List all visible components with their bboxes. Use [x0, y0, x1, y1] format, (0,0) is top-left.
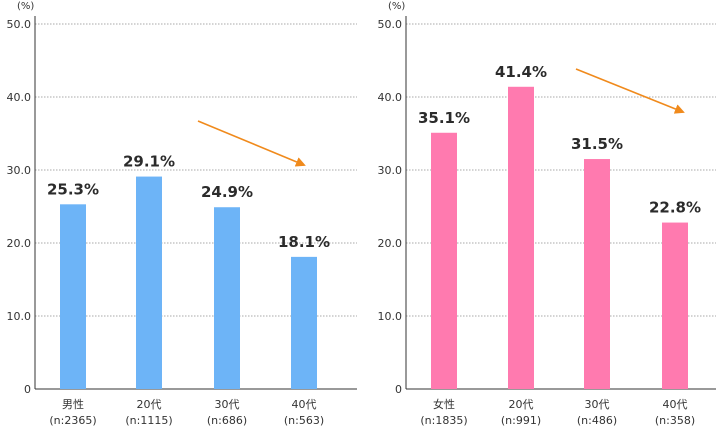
y-tick-label: 30.0	[7, 164, 32, 177]
sample-size-label: (n:1115)	[125, 414, 172, 427]
x-tick-label: 30代	[215, 398, 240, 411]
sample-size-label: (n:563)	[284, 414, 324, 427]
sample-size-label: (n:486)	[577, 414, 617, 427]
bar	[214, 207, 240, 389]
x-tick-label: 20代	[137, 398, 162, 411]
x-tick-label: 40代	[663, 398, 688, 411]
sample-size-label: (n:358)	[655, 414, 695, 427]
chart-panel-2: (%) 0 10.0 20.0 30.0 40.0 50.0 35.1% 女性 (n:1835) 4…	[378, 1, 716, 427]
y-tick-label: 50.0	[7, 18, 32, 31]
sample-size-label: (n:686)	[207, 414, 247, 427]
y-tick-label: 0	[24, 383, 31, 396]
data-label: 24.9%	[201, 183, 253, 201]
x-tick-label: 30代	[585, 398, 610, 411]
y-tick-label: 20.0	[7, 237, 32, 250]
data-label: 35.1%	[418, 109, 470, 127]
data-label: 22.8%	[649, 199, 701, 217]
y-tick-label: 50.0	[378, 18, 403, 31]
trend-arrow	[197, 120, 306, 167]
y-tick-label: 10.0	[7, 310, 32, 323]
x-tick-label: 40代	[292, 398, 317, 411]
y-tick-label: 0	[395, 383, 402, 396]
bar	[60, 204, 86, 389]
bar	[291, 256, 317, 389]
y-tick-label: 40.0	[7, 91, 32, 104]
bar	[584, 159, 610, 389]
data-label: 31.5%	[571, 135, 623, 153]
bar	[136, 176, 162, 389]
y-tick-label: 20.0	[378, 237, 403, 250]
x-tick-label: 男性	[62, 397, 84, 411]
chart-panel-1: (%) 0 10.0 20.0 30.0 40.0 50.0 25.3% 男性 (n:2365) 2…	[7, 1, 357, 427]
sample-size-label: (n:1835)	[420, 414, 467, 427]
bar	[508, 86, 534, 389]
bar	[431, 132, 457, 389]
y-tick-label: 40.0	[378, 91, 403, 104]
x-tick-label: 女性	[433, 397, 455, 411]
y-unit-label: (%)	[17, 1, 34, 12]
data-label: 29.1%	[123, 153, 175, 171]
y-unit-label: (%)	[388, 1, 405, 12]
y-tick-label: 10.0	[378, 310, 403, 323]
data-label: 41.4%	[495, 63, 547, 81]
sample-size-label: (n:991)	[501, 414, 541, 427]
trend-arrow	[575, 68, 685, 114]
sample-size-label: (n:2365)	[49, 414, 96, 427]
data-label: 18.1%	[278, 233, 330, 251]
data-label: 25.3%	[47, 180, 99, 198]
y-tick-label: 30.0	[378, 164, 403, 177]
x-tick-label: 20代	[509, 398, 534, 411]
bar	[662, 222, 688, 389]
